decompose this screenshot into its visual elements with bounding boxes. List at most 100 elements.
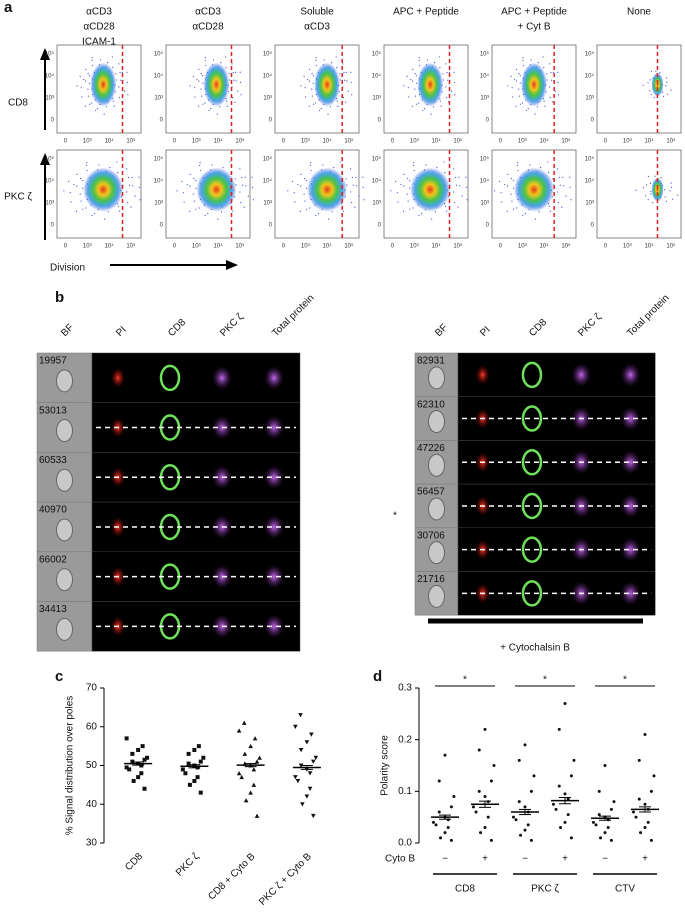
event-dot (86, 169, 88, 172)
event-dot (647, 82, 649, 84)
density-blob (203, 62, 230, 107)
event-dot (306, 208, 308, 210)
event-dot (309, 207, 311, 209)
event-dot (118, 97, 121, 99)
x-tick-label: 10⁴ (644, 243, 654, 250)
event-dot (319, 109, 321, 112)
event-dot (536, 106, 538, 108)
event-dot (189, 85, 191, 87)
event-dot (291, 180, 294, 182)
data-point (236, 770, 242, 776)
data-point (563, 792, 567, 796)
event-dot (117, 205, 120, 207)
bf-cell-shape (428, 584, 445, 608)
data-point (298, 713, 303, 718)
data-point (514, 818, 518, 822)
y-tick-label: 10⁵ (263, 50, 273, 57)
protein-stain (264, 614, 284, 639)
event-dot (570, 199, 572, 201)
event-dot (200, 88, 202, 90)
event-dot (494, 190, 496, 192)
panel-label: c (55, 668, 63, 685)
pkc-stain (212, 365, 232, 390)
column-header: Total protein (625, 293, 671, 339)
event-dot (650, 193, 652, 195)
event-dot (219, 106, 221, 108)
density-blob (417, 62, 444, 107)
event-dot (569, 176, 571, 178)
data-point (569, 836, 573, 840)
event-dot (293, 192, 295, 194)
event-dot (94, 212, 96, 215)
event-dot (239, 81, 242, 83)
event-dot (192, 75, 194, 77)
data-point (431, 820, 435, 824)
event-dot (242, 184, 244, 186)
bf-cell-shape (56, 568, 73, 592)
y-tick-label: 10³ (585, 95, 594, 101)
column-label: None (627, 7, 651, 18)
event-dot (410, 78, 412, 81)
event-dot (103, 113, 105, 115)
event-dot (91, 102, 93, 104)
protein-stain (264, 365, 284, 390)
event-dot (662, 95, 665, 97)
event-dot (453, 71, 455, 73)
event-dot (409, 208, 411, 210)
event-dot (655, 70, 657, 72)
event-dot (409, 180, 411, 182)
data-point (186, 761, 191, 766)
y-tick-label: 10⁴ (372, 72, 382, 79)
event-dot (558, 94, 560, 96)
event-dot (461, 195, 463, 197)
event-dot (397, 201, 399, 203)
x-tick-label: 10⁴ (539, 243, 549, 250)
data-point (563, 702, 567, 705)
event-dot (549, 210, 552, 212)
significance: * (543, 675, 547, 686)
event-dot (308, 80, 311, 82)
event-dot (407, 200, 409, 202)
event-dot (444, 172, 446, 174)
event-dot (659, 72, 661, 74)
protein-stain (264, 465, 284, 490)
event-dot (418, 57, 420, 59)
event-dot (195, 208, 197, 210)
event-dot (556, 168, 559, 170)
event-dot (519, 82, 521, 84)
event-dot (228, 73, 230, 75)
y-tick-label: 10³ (154, 200, 163, 206)
event-dot (251, 186, 254, 188)
event-dot (414, 73, 416, 75)
event-dot (345, 178, 347, 180)
event-dot (403, 85, 405, 87)
data-point (609, 807, 613, 811)
event-dot (519, 75, 521, 77)
event-dot (442, 73, 444, 75)
event-dot (70, 201, 72, 203)
event-dot (300, 173, 302, 175)
y-tick-label: 10³ (154, 95, 163, 101)
event-dot (239, 168, 241, 170)
significance: * (623, 675, 627, 686)
data-point (140, 744, 145, 749)
data-point (142, 786, 147, 791)
event-dot (95, 109, 97, 112)
x-tick-label: 10⁵ (235, 138, 245, 145)
column-header: CD8 (166, 317, 188, 339)
event-dot (211, 164, 213, 166)
event-dot (512, 180, 515, 182)
y-tick-label: 10⁵ (154, 50, 164, 57)
event-dot (217, 218, 219, 220)
event-dot (312, 103, 315, 105)
event-dot (665, 85, 667, 87)
event-dot (562, 185, 565, 187)
data-point (298, 748, 304, 753)
event-dot (510, 75, 512, 77)
event-dot (113, 105, 115, 107)
event-dot (554, 90, 556, 92)
data-point (489, 838, 493, 842)
event-dot (105, 106, 108, 108)
event-dot (512, 187, 515, 189)
event-dot (506, 210, 508, 212)
